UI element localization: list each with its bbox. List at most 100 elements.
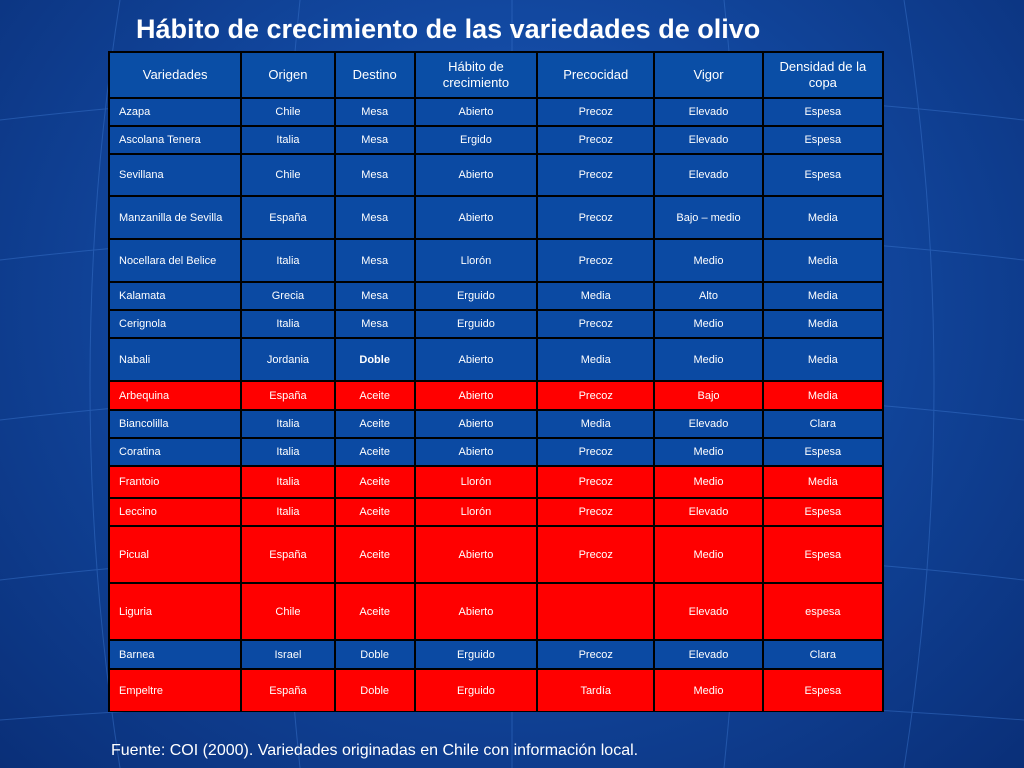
table-row: Liguria Chile Aceite Abierto Elevado espesa [110,584,882,639]
table-cell: Elevado [655,127,762,153]
table-row: Ascolana Tenera Italia Mesa Ergido Precoz Ele… [110,127,882,153]
table-cell: Mesa [335,155,414,195]
table-cell: espesa [763,584,882,639]
table-cell: Precoz [538,197,654,238]
table-cell: Italia [242,499,334,525]
table-cell: Doble [335,670,414,711]
table-cell: Abierto [415,382,537,409]
variety-name-cell: Picual [110,527,241,582]
table-header-row: Variedades Origen Destino Hábito de crec… [110,53,882,97]
variety-name-cell: Leccino [110,499,241,525]
header-variedades: Variedades [110,53,241,97]
table-cell: Ergido [415,127,537,153]
table-cell: Abierto [415,411,537,437]
table-cell: Media [763,283,882,309]
table-cell: Aceite [335,439,414,465]
table-cell: Elevado [655,99,762,125]
table-cell: Espesa [763,155,882,195]
table-cell: Medio [655,311,762,337]
table-cell: Mesa [335,311,414,337]
table-row: Leccino Italia Aceite Llorón Precoz Elevado Es… [110,499,882,525]
source-footnote: Fuente: COI (2000). Variedades originada… [111,742,639,759]
header-densidad: Densidad de la copa [763,53,882,97]
table-cell: Erguido [415,670,537,711]
table-row: Azapa Chile Mesa Abierto Precoz Elevado Espesa [110,99,882,125]
table-cell: Precoz [538,382,654,409]
table-cell: España [242,382,334,409]
table-cell: Precoz [538,527,654,582]
table-cell: Llorón [415,499,537,525]
table-cell: Italia [242,467,334,497]
table-cell: Media [763,339,882,380]
header-destino: Destino [335,53,414,97]
table-cell: Llorón [415,240,537,281]
variety-name-cell: Barnea [110,641,241,668]
table-cell: Grecia [242,283,334,309]
table-cell: Clara [763,411,882,437]
table-cell: Mesa [335,283,414,309]
table-row: Arbequina España Aceite Abierto Precoz Bajo Me… [110,382,882,409]
table-row: Picual España Aceite Abierto Precoz Medio Espe… [110,527,882,582]
table-cell: Elevado [655,584,762,639]
table-cell: Precoz [538,99,654,125]
table-row: Frantoio Italia Aceite Llorón Precoz Medio Med… [110,467,882,497]
variety-name-cell: Sevillana [110,155,241,195]
table-cell: Elevado [655,641,762,668]
table-cell: Abierto [415,584,537,639]
table-cell: Italia [242,411,334,437]
table-cell: Bajo – medio [655,197,762,238]
table-cell: Aceite [335,527,414,582]
slide-title: Hábito de crecimiento de las variedades … [136,14,761,44]
table-cell: Elevado [655,155,762,195]
table-cell: Alto [655,283,762,309]
table-cell: Clara [763,641,882,668]
variety-name-cell: Arbequina [110,382,241,409]
variety-name-cell: Cerignola [110,311,241,337]
table-cell: Media [763,311,882,337]
table-cell: Mesa [335,127,414,153]
table-cell: Abierto [415,99,537,125]
table-cell: Espesa [763,527,882,582]
variety-name-cell: Empeltre [110,670,241,711]
variety-name-cell: Ascolana Tenera [110,127,241,153]
table-body: Azapa Chile Mesa Abierto Precoz Elevado Espesa… [110,99,882,711]
table-cell: Elevado [655,411,762,437]
table-cell: Media [538,283,654,309]
table-cell: Italia [242,127,334,153]
table-cell: Media [538,339,654,380]
table-cell: Media [538,411,654,437]
header-vigor: Vigor [655,53,762,97]
table-cell: Abierto [415,155,537,195]
table-cell: Italia [242,311,334,337]
variety-name-cell: Biancolilla [110,411,241,437]
variety-name-cell: Nocellara del Belice [110,240,241,281]
table-cell: Abierto [415,339,537,380]
table-row: Sevillana Chile Mesa Abierto Precoz Elevado Es… [110,155,882,195]
table-cell: Abierto [415,439,537,465]
table-cell: Aceite [335,411,414,437]
table-cell: Elevado [655,499,762,525]
table-row: Coratina Italia Aceite Abierto Precoz Medio Es… [110,439,882,465]
variety-name-cell: Kalamata [110,283,241,309]
table-row: Biancolilla Italia Aceite Abierto Media Eleva… [110,411,882,437]
table-cell: Precoz [538,311,654,337]
table-cell: Precoz [538,467,654,497]
table-cell: Precoz [538,127,654,153]
table-cell: Mesa [335,99,414,125]
table-cell: Medio [655,670,762,711]
table-cell: Tardía [538,670,654,711]
table-cell: Medio [655,439,762,465]
table-cell [538,584,654,639]
table-cell: Chile [242,99,334,125]
table-cell: Doble [335,339,414,380]
table-cell: Erguido [415,283,537,309]
table-cell: Italia [242,240,334,281]
variety-name-cell: Nabali [110,339,241,380]
table-cell: Chile [242,155,334,195]
variety-name-cell: Liguria [110,584,241,639]
table-cell: Precoz [538,641,654,668]
table-cell: Media [763,240,882,281]
table-cell: Espesa [763,99,882,125]
table-cell: Israel [242,641,334,668]
varieties-table: Variedades Origen Destino Hábito de crec… [108,51,884,713]
